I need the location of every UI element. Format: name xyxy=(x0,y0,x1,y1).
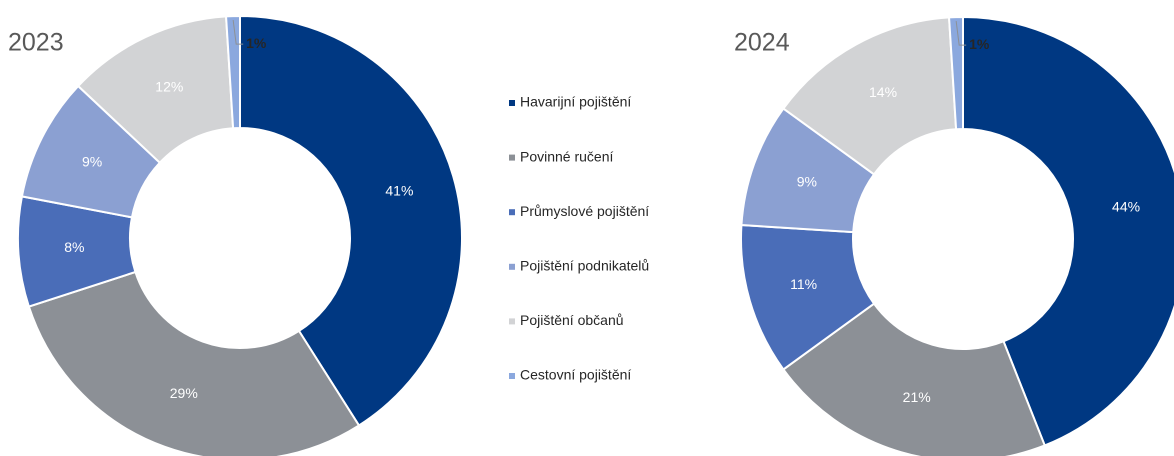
leader-line xyxy=(232,20,244,45)
data-label: 14% xyxy=(869,84,897,100)
data-label: 8% xyxy=(64,239,84,255)
legend-marker xyxy=(509,209,515,216)
legend-label: Havarijní pojištění xyxy=(520,94,631,110)
legend-label: Pojištění občanů xyxy=(520,312,624,328)
legend-marker xyxy=(509,263,515,270)
legend-marker xyxy=(509,154,515,161)
donut-slice xyxy=(782,302,1047,456)
legend-label: Průmyslové pojištění xyxy=(520,203,649,219)
data-label: 12% xyxy=(155,79,183,95)
legend-label: Povinné ručení xyxy=(520,148,614,164)
data-label: 44% xyxy=(1112,199,1140,215)
data-label: 1% xyxy=(969,36,990,52)
donut-slice xyxy=(239,14,463,427)
chart-title: 2023 xyxy=(8,29,64,57)
data-label: 11% xyxy=(790,276,817,292)
chart-title: 2024 xyxy=(734,29,790,57)
data-label: 9% xyxy=(82,153,102,169)
donut-slice xyxy=(962,15,1174,447)
legend-label: Pojištění podnikatelů xyxy=(520,258,649,274)
legend-marker xyxy=(509,100,515,106)
leader-line xyxy=(955,21,967,46)
data-label: 9% xyxy=(797,173,817,189)
legend-marker xyxy=(509,373,515,379)
data-label: 1% xyxy=(246,35,267,51)
donut-slice xyxy=(27,270,361,456)
legend-label: Cestovní pojištění xyxy=(520,367,631,383)
data-label: 41% xyxy=(385,182,413,198)
data-label: 29% xyxy=(170,385,198,401)
data-label: 21% xyxy=(903,389,931,405)
legend-marker xyxy=(509,318,515,325)
